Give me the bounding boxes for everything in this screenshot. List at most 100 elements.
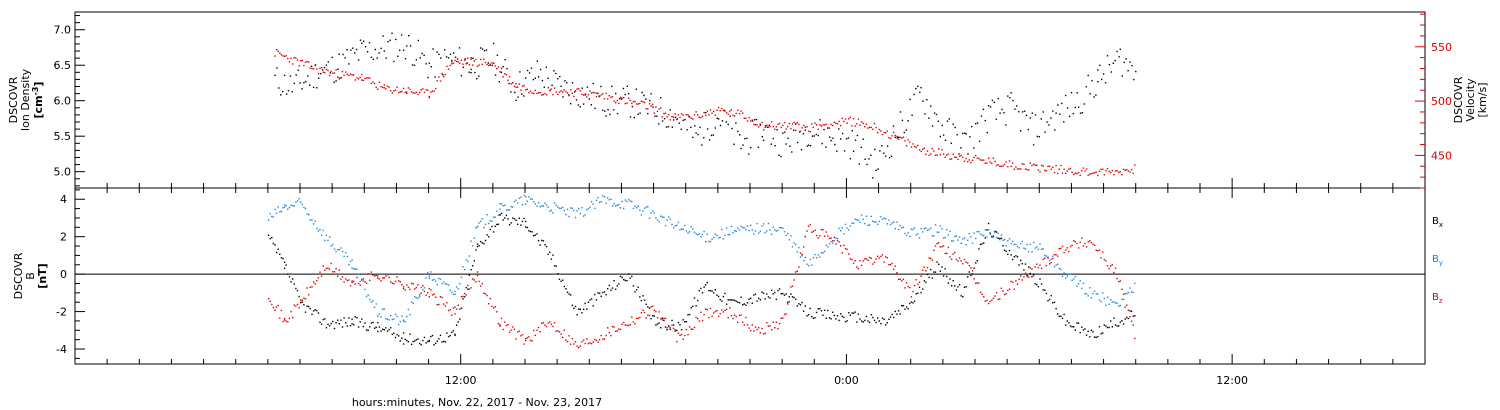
density-series-point: [791, 151, 793, 153]
by-series-point: [573, 209, 575, 212]
bx-series-point: [1114, 324, 1117, 326]
bz-series-point: [1124, 306, 1126, 308]
bx-series-point: [451, 331, 453, 334]
velocity-series-point: [705, 114, 707, 117]
by-series-point: [414, 295, 416, 298]
bz-series-point: [716, 310, 718, 312]
velocity-series-point: [889, 137, 892, 140]
velocity-series-point: [984, 162, 986, 164]
bx-series-point: [475, 249, 477, 251]
by-series-point: [512, 206, 514, 208]
velocity-series-point: [677, 114, 680, 116]
bz-series-point: [727, 316, 729, 319]
bx-series-point: [692, 305, 694, 307]
velocity-series-point: [1084, 170, 1086, 172]
velocity-series-point: [402, 87, 405, 90]
by-series-point: [981, 234, 983, 236]
top-panel-frame: [74, 11, 1426, 189]
density-series-point: [543, 86, 545, 88]
bz-series-point: [1020, 275, 1022, 277]
by-series-point: [454, 293, 456, 295]
bz-series-point: [1082, 245, 1085, 247]
density-series-point: [305, 81, 307, 83]
by-series-point: [676, 224, 678, 227]
bx-series-point: [910, 301, 913, 303]
velocity-series-point: [430, 91, 432, 93]
bz-series-point: [1090, 241, 1093, 244]
bz-series-point: [635, 317, 638, 319]
by-series-point: [557, 206, 559, 208]
velocity-series-point: [795, 129, 797, 132]
bx-series-point: [523, 217, 525, 220]
by-series-point: [814, 253, 816, 256]
density-series-point: [1018, 111, 1020, 113]
bx-series-point: [872, 316, 874, 319]
bx-series-point: [642, 295, 644, 297]
density-series-point: [393, 60, 395, 63]
density-series-point: [729, 115, 731, 117]
by-series-point: [995, 236, 998, 239]
density-series-point: [847, 137, 850, 139]
bz-series-point: [973, 278, 975, 280]
by-series-point: [618, 203, 620, 206]
density-series-point: [875, 169, 877, 171]
bx-series-point: [844, 321, 847, 323]
density-series-point: [291, 91, 293, 93]
bz-series-point: [815, 234, 818, 237]
by-series-point: [441, 283, 443, 285]
by-series-point: [997, 232, 999, 235]
bx-series-point: [912, 302, 914, 304]
by-series-point: [700, 236, 702, 238]
velocity-series-point: [799, 130, 802, 132]
bz-series-point: [536, 329, 538, 331]
bz-series-point: [317, 277, 320, 279]
by-series-point: [941, 228, 943, 230]
bz-series-point: [451, 314, 453, 316]
density-series-point: [751, 120, 754, 122]
density-series-point: [342, 53, 344, 56]
density-series-point: [502, 66, 504, 68]
velocity-series-point: [1085, 168, 1088, 170]
by-series-point: [1129, 287, 1131, 289]
bz-series-point: [742, 321, 744, 323]
bz-series-point: [420, 292, 422, 294]
axis-ticks: 12:00 0:00 12:005.05.56.06.57.0450500550-4…: [54, 13, 1452, 387]
bx-series-point: [396, 333, 398, 336]
velocity-series-point: [650, 105, 652, 107]
velocity-series-point: [896, 135, 898, 138]
bz-series-point: [960, 260, 962, 262]
density-series-point: [795, 123, 797, 125]
bz-series-point: [838, 241, 840, 243]
density-series-point: [627, 93, 630, 95]
density-series-point: [643, 94, 645, 97]
bz-series-point: [496, 311, 498, 313]
by-series-point: [499, 203, 501, 205]
by-series-point: [716, 234, 718, 237]
bx-series-point: [1084, 328, 1086, 330]
bx-series-point: [756, 300, 758, 302]
by-series-point: [597, 197, 599, 199]
density-series-point: [930, 105, 932, 107]
bz-series-point: [713, 312, 715, 314]
bz-series-point: [999, 298, 1001, 300]
by-series-point: [443, 281, 445, 283]
bx-series-point: [1129, 310, 1131, 312]
bz-series-point: [274, 309, 276, 312]
density-series-point: [965, 133, 967, 135]
by-series-point: [428, 277, 430, 280]
bx-series-point: [279, 253, 281, 255]
bz-series-point: [467, 284, 469, 287]
bx-series-point: [570, 294, 572, 296]
bz-series-point: [550, 323, 553, 326]
bx-series-point: [640, 299, 643, 302]
bz-series-point: [425, 294, 427, 296]
bx-series-point: [404, 338, 406, 341]
velocity-series-point: [605, 92, 607, 95]
left-y-tick-label: 7.0: [54, 24, 72, 37]
velocity-series-point: [1134, 164, 1136, 166]
velocity-series-point: [688, 116, 691, 118]
by-series-point: [825, 244, 827, 246]
by-series-point: [345, 252, 347, 254]
density-series-point: [892, 125, 895, 127]
bx-series-point: [1063, 313, 1065, 316]
